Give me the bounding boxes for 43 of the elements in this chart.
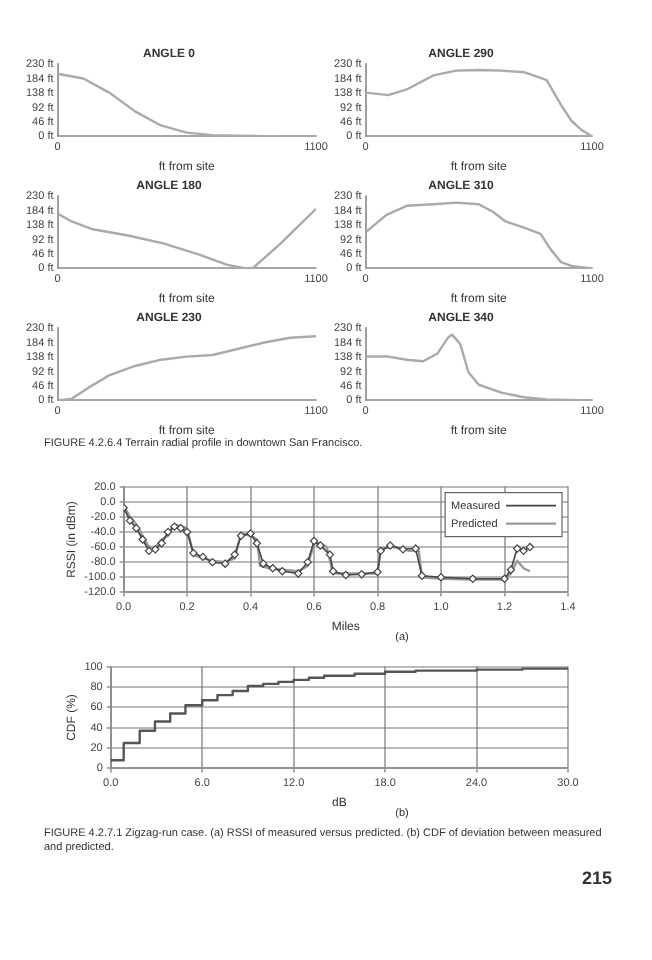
point bbox=[259, 559, 268, 568]
point bbox=[246, 529, 255, 538]
point bbox=[125, 516, 135, 525]
point bbox=[268, 564, 277, 573]
point bbox=[309, 536, 319, 546]
point bbox=[436, 573, 446, 582]
point bbox=[151, 545, 160, 554]
point bbox=[132, 523, 141, 533]
point bbox=[157, 539, 166, 548]
point bbox=[500, 574, 509, 583]
point bbox=[525, 542, 535, 552]
text: 215 bbox=[579, 868, 612, 890]
point bbox=[411, 544, 420, 553]
point bbox=[278, 567, 287, 576]
point bbox=[373, 567, 382, 577]
point bbox=[468, 574, 477, 583]
point bbox=[325, 550, 335, 559]
point bbox=[138, 535, 147, 544]
point bbox=[506, 565, 516, 574]
point bbox=[386, 541, 395, 550]
point bbox=[328, 567, 338, 576]
point bbox=[176, 523, 185, 533]
point bbox=[398, 545, 408, 554]
point bbox=[341, 570, 350, 580]
point bbox=[144, 546, 154, 556]
point bbox=[293, 569, 303, 578]
point bbox=[236, 531, 246, 540]
point bbox=[519, 546, 528, 556]
point bbox=[230, 550, 239, 559]
point bbox=[163, 527, 173, 537]
point bbox=[220, 559, 230, 568]
point bbox=[170, 522, 179, 531]
point bbox=[513, 544, 522, 553]
point bbox=[252, 539, 262, 548]
point bbox=[316, 541, 325, 550]
point bbox=[376, 546, 385, 556]
point bbox=[208, 557, 217, 567]
point bbox=[198, 552, 208, 562]
point bbox=[182, 527, 192, 537]
point bbox=[357, 570, 366, 579]
point bbox=[189, 548, 198, 558]
point bbox=[303, 557, 312, 567]
point bbox=[417, 571, 427, 580]
